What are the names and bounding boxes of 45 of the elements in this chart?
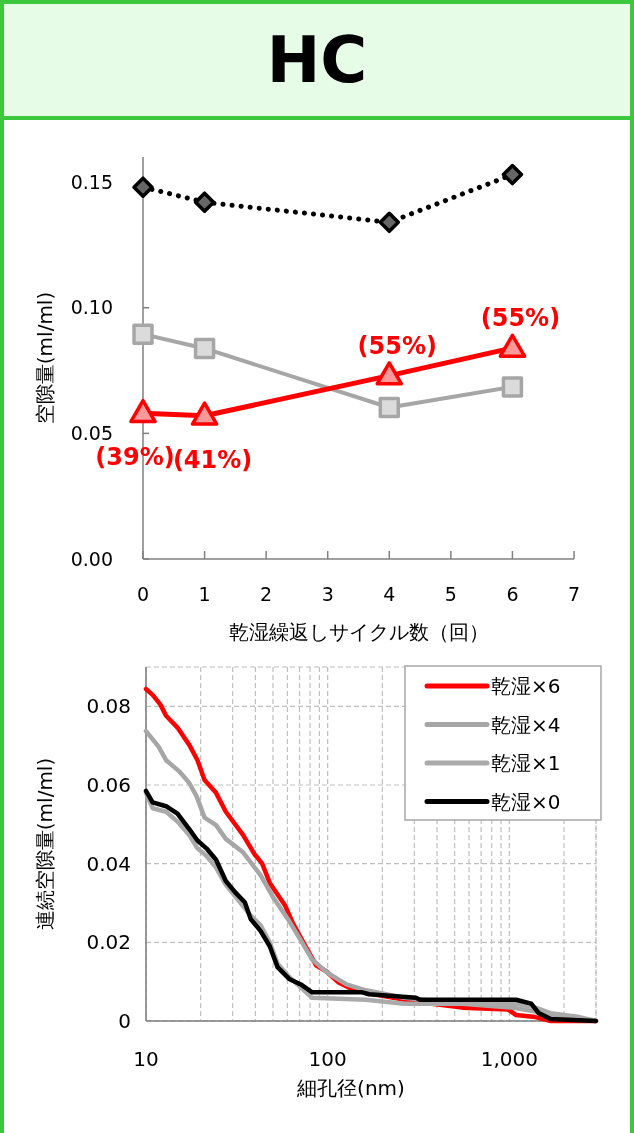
point <box>501 163 524 186</box>
x-tick-label: 5 <box>444 583 457 605</box>
legend-label: 乾湿×0 <box>491 789 561 814</box>
x-tick-label: 2 <box>260 583 273 605</box>
point <box>129 398 157 424</box>
y-tick-label: 0.10 <box>70 296 113 319</box>
point <box>498 333 527 358</box>
annotation: (55%) <box>480 303 561 332</box>
point <box>378 396 401 419</box>
y-tick-label: 0.00 <box>70 547 113 570</box>
x-tick-label: 1,000 <box>480 1047 538 1071</box>
point <box>190 401 219 426</box>
annotation: (41%) <box>172 445 253 474</box>
point <box>132 323 154 345</box>
annotation: (55%) <box>357 331 437 360</box>
point <box>375 361 404 386</box>
point <box>501 376 524 398</box>
y-tick-label: 0.05 <box>70 422 113 445</box>
chart-title: HC <box>266 23 368 97</box>
y-tick-label: 0.04 <box>86 851 131 876</box>
y-axis-title: 連続空隙量(ml/ml) <box>33 757 57 931</box>
y-tick-label: 0.02 <box>86 930 131 955</box>
x-axis-title: 乾湿繰返しサイクル数（回） <box>228 620 489 644</box>
x-tick-label: 10 <box>133 1047 159 1071</box>
y-tick-label: 0.15 <box>70 170 113 193</box>
x-tick-label: 4 <box>383 583 396 605</box>
y-tick-label: 0.06 <box>86 773 131 797</box>
x-tick-label: 100 <box>308 1047 347 1071</box>
point <box>193 191 216 213</box>
legend-label: 乾湿×6 <box>491 674 561 698</box>
legend-label: 乾湿×1 <box>491 751 561 775</box>
x-axis-title: 細孔径(nm) <box>296 1076 405 1100</box>
annotation: (39%) <box>95 443 175 472</box>
point <box>193 337 216 360</box>
legend-label: 乾湿×4 <box>491 712 561 737</box>
point <box>132 176 154 198</box>
x-tick-label: 1 <box>198 583 211 605</box>
point <box>378 211 401 234</box>
y-tick-label: 0 <box>118 1009 131 1033</box>
x-tick-label: 6 <box>506 583 519 605</box>
x-tick-label: 3 <box>321 583 334 605</box>
x-tick-label: 0 <box>136 583 150 605</box>
x-tick-label: 7 <box>567 583 581 605</box>
y-tick-label: 0.08 <box>86 694 131 719</box>
y-axis-title: 空隙量(ml/ml) <box>33 291 57 425</box>
